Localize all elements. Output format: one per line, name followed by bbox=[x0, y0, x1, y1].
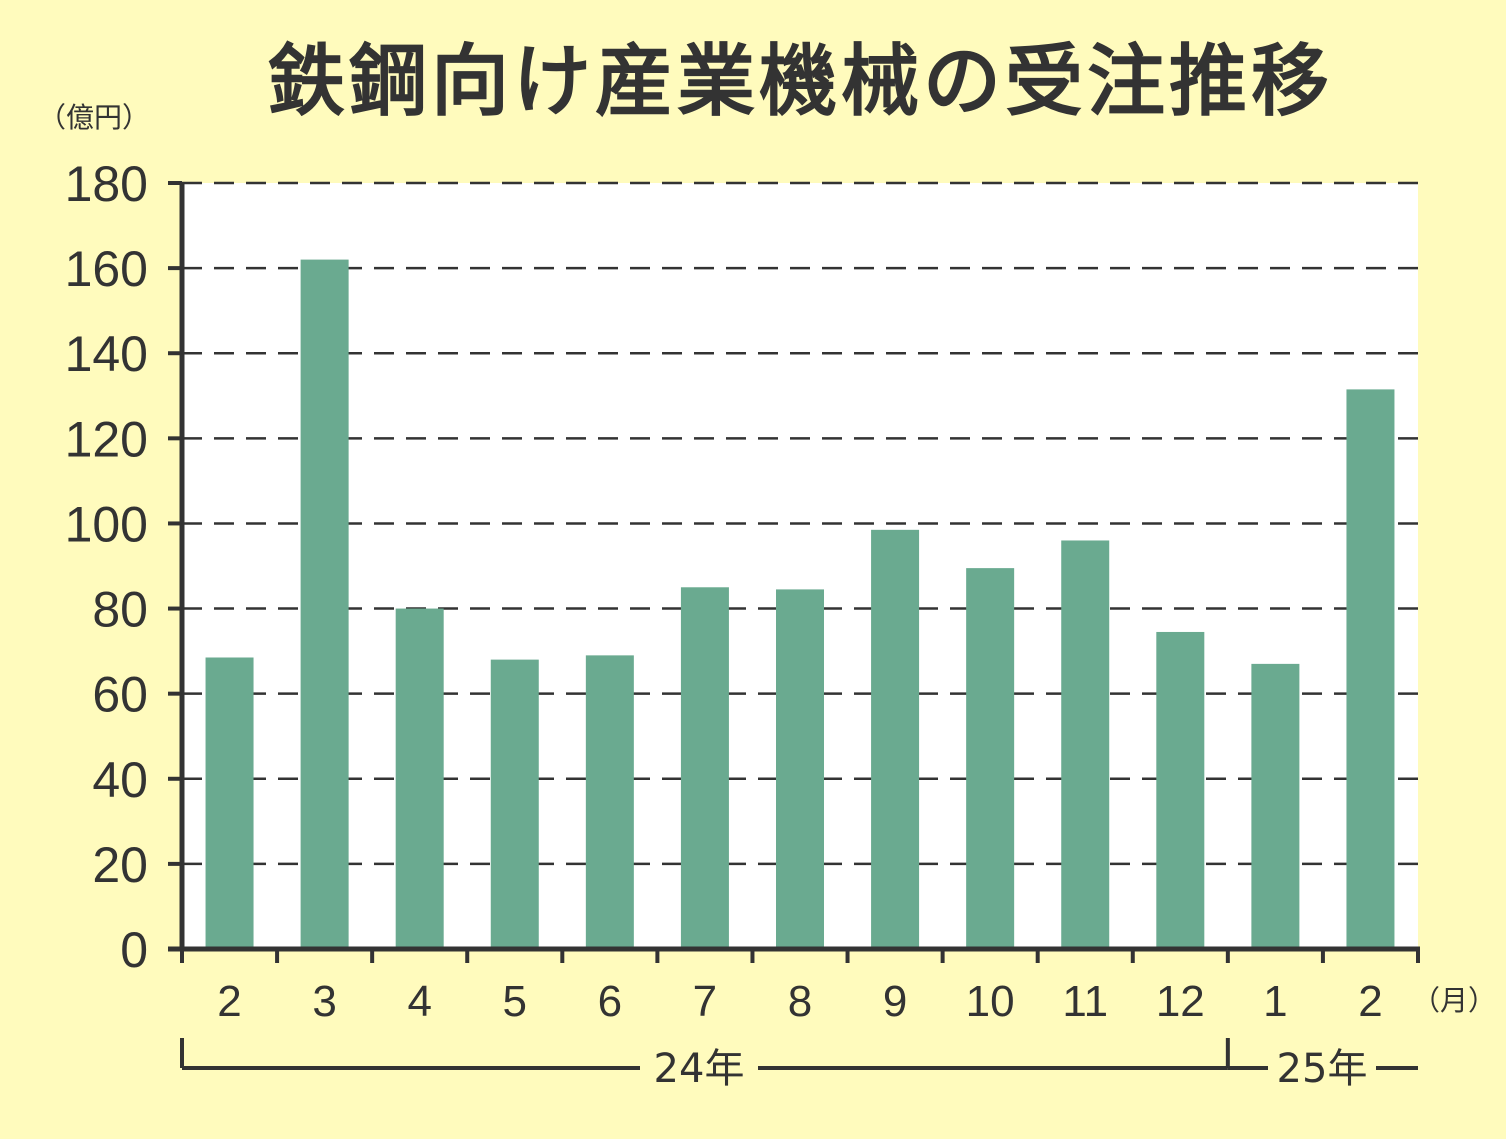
y-tick-label: 20 bbox=[92, 837, 148, 893]
y-tick-label: 60 bbox=[92, 667, 148, 723]
bar bbox=[776, 589, 824, 949]
year-brackets: 24年 25年 bbox=[180, 1038, 1418, 1092]
y-tick-label: 40 bbox=[92, 752, 148, 808]
x-tick-label: 12 bbox=[1156, 977, 1205, 1026]
y-tick-label: 120 bbox=[65, 411, 148, 467]
x-tick-label: 1 bbox=[1263, 977, 1287, 1026]
x-tick-label: 11 bbox=[1062, 977, 1108, 1026]
year-label: 25年 bbox=[1277, 1046, 1368, 1092]
bar bbox=[1156, 631, 1205, 949]
year-label: 24年 bbox=[654, 1046, 745, 1092]
x-axis-unit-label: （月） bbox=[1412, 984, 1496, 1017]
y-tick-label: 160 bbox=[65, 241, 148, 297]
bar bbox=[395, 608, 444, 949]
y-tick-label: 80 bbox=[92, 582, 148, 638]
y-tick-label: 140 bbox=[65, 326, 148, 382]
bar bbox=[1346, 389, 1395, 950]
x-tick-label: 6 bbox=[598, 977, 622, 1026]
x-tick-label: 9 bbox=[883, 977, 907, 1026]
x-tick-label: 10 bbox=[966, 977, 1015, 1026]
x-tick-labels: 2 3 4 5 6 7 8 9 10 11 12 1 2 bbox=[217, 977, 1382, 1026]
x-tick-label: 2 bbox=[1358, 977, 1382, 1026]
bar bbox=[490, 659, 539, 949]
x-tick-label: 3 bbox=[312, 977, 336, 1026]
bar bbox=[871, 529, 920, 949]
bar bbox=[585, 655, 634, 949]
bar bbox=[1251, 663, 1300, 949]
y-axis-unit-label: （億円） bbox=[38, 101, 150, 134]
y-tick-label: 0 bbox=[120, 922, 148, 978]
x-tick-label: 5 bbox=[503, 977, 527, 1026]
bars bbox=[205, 259, 1395, 950]
y-tick-label: 100 bbox=[65, 496, 148, 552]
y-tick-labels: 0 20 40 60 80 100 120 140 160 180 bbox=[65, 156, 148, 978]
chart-title: 鉄鋼向け産業機械の受注推移 bbox=[267, 37, 1333, 127]
bar bbox=[300, 259, 349, 950]
axes bbox=[168, 181, 1420, 963]
bar bbox=[966, 568, 1015, 949]
x-tick-label: 4 bbox=[407, 977, 431, 1026]
y-tick-label: 180 bbox=[65, 156, 148, 212]
bar bbox=[1061, 540, 1110, 949]
bar bbox=[205, 657, 254, 949]
x-tick-label: 2 bbox=[217, 977, 241, 1026]
bar bbox=[680, 587, 729, 949]
x-tick-label: 7 bbox=[693, 977, 717, 1026]
x-tick-label: 8 bbox=[788, 977, 812, 1026]
